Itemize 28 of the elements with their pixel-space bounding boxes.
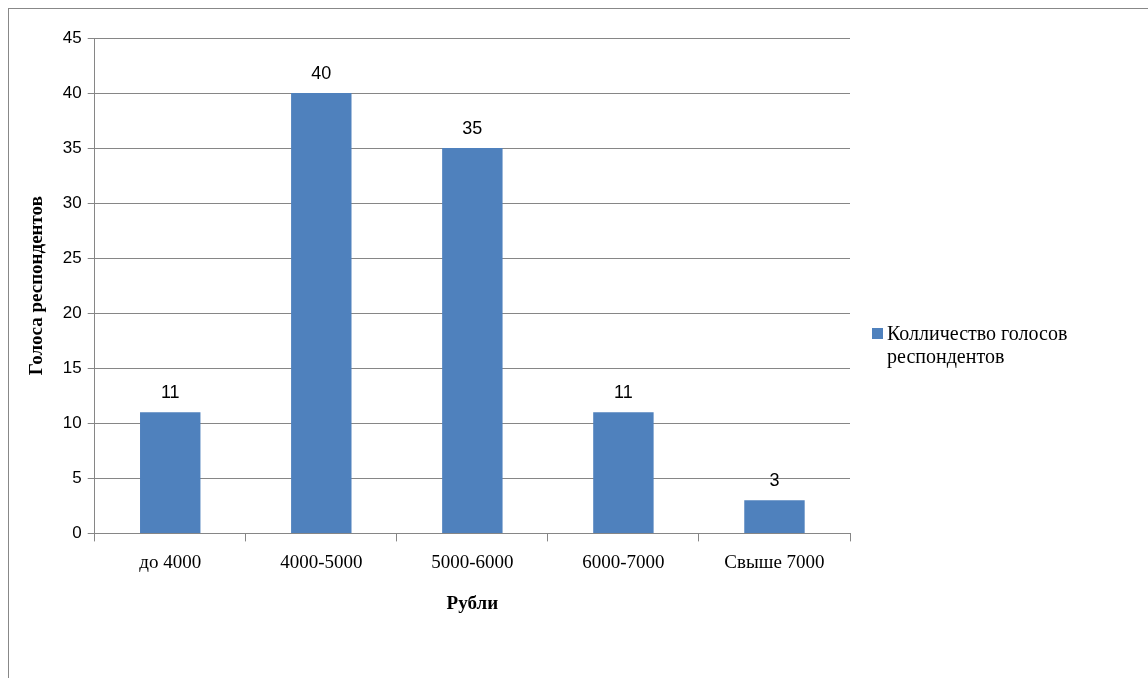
x-tick-label: 5000-6000 [431, 550, 514, 572]
y-tick-label: 20 [62, 302, 82, 322]
x-tick-label: Свыше 7000 [724, 550, 825, 572]
data-label: 11 [614, 382, 633, 403]
x-tick-label: 4000-5000 [280, 550, 363, 572]
x-tick-label: до 4000 [139, 550, 202, 572]
bar [593, 412, 654, 533]
bar [291, 93, 352, 533]
data-label: 35 [462, 118, 483, 139]
y-tick-label: 5 [72, 468, 82, 488]
legend-label: Колличество голосов респондентов [887, 322, 1069, 368]
y-tick-label: 40 [62, 82, 82, 102]
y-tick-label: 0 [72, 523, 82, 543]
y-tick-label: 25 [62, 247, 82, 267]
y-tick-label: 30 [62, 192, 82, 212]
data-label: 40 [311, 63, 332, 84]
y-tick-label: 35 [62, 137, 82, 157]
y-tick-label: 45 [62, 27, 82, 47]
bar [744, 500, 805, 533]
data-label: 3 [769, 470, 780, 491]
x-tick-label: 6000-7000 [582, 550, 665, 572]
bar [442, 148, 503, 533]
y-tick-label: 15 [62, 357, 82, 377]
y-tick-label: 10 [62, 413, 82, 432]
bar [140, 412, 201, 533]
y-axis-title: Голоса респондентов [25, 196, 47, 376]
x-axis-title: Рубли [446, 591, 499, 613]
data-label: 11 [160, 382, 180, 403]
